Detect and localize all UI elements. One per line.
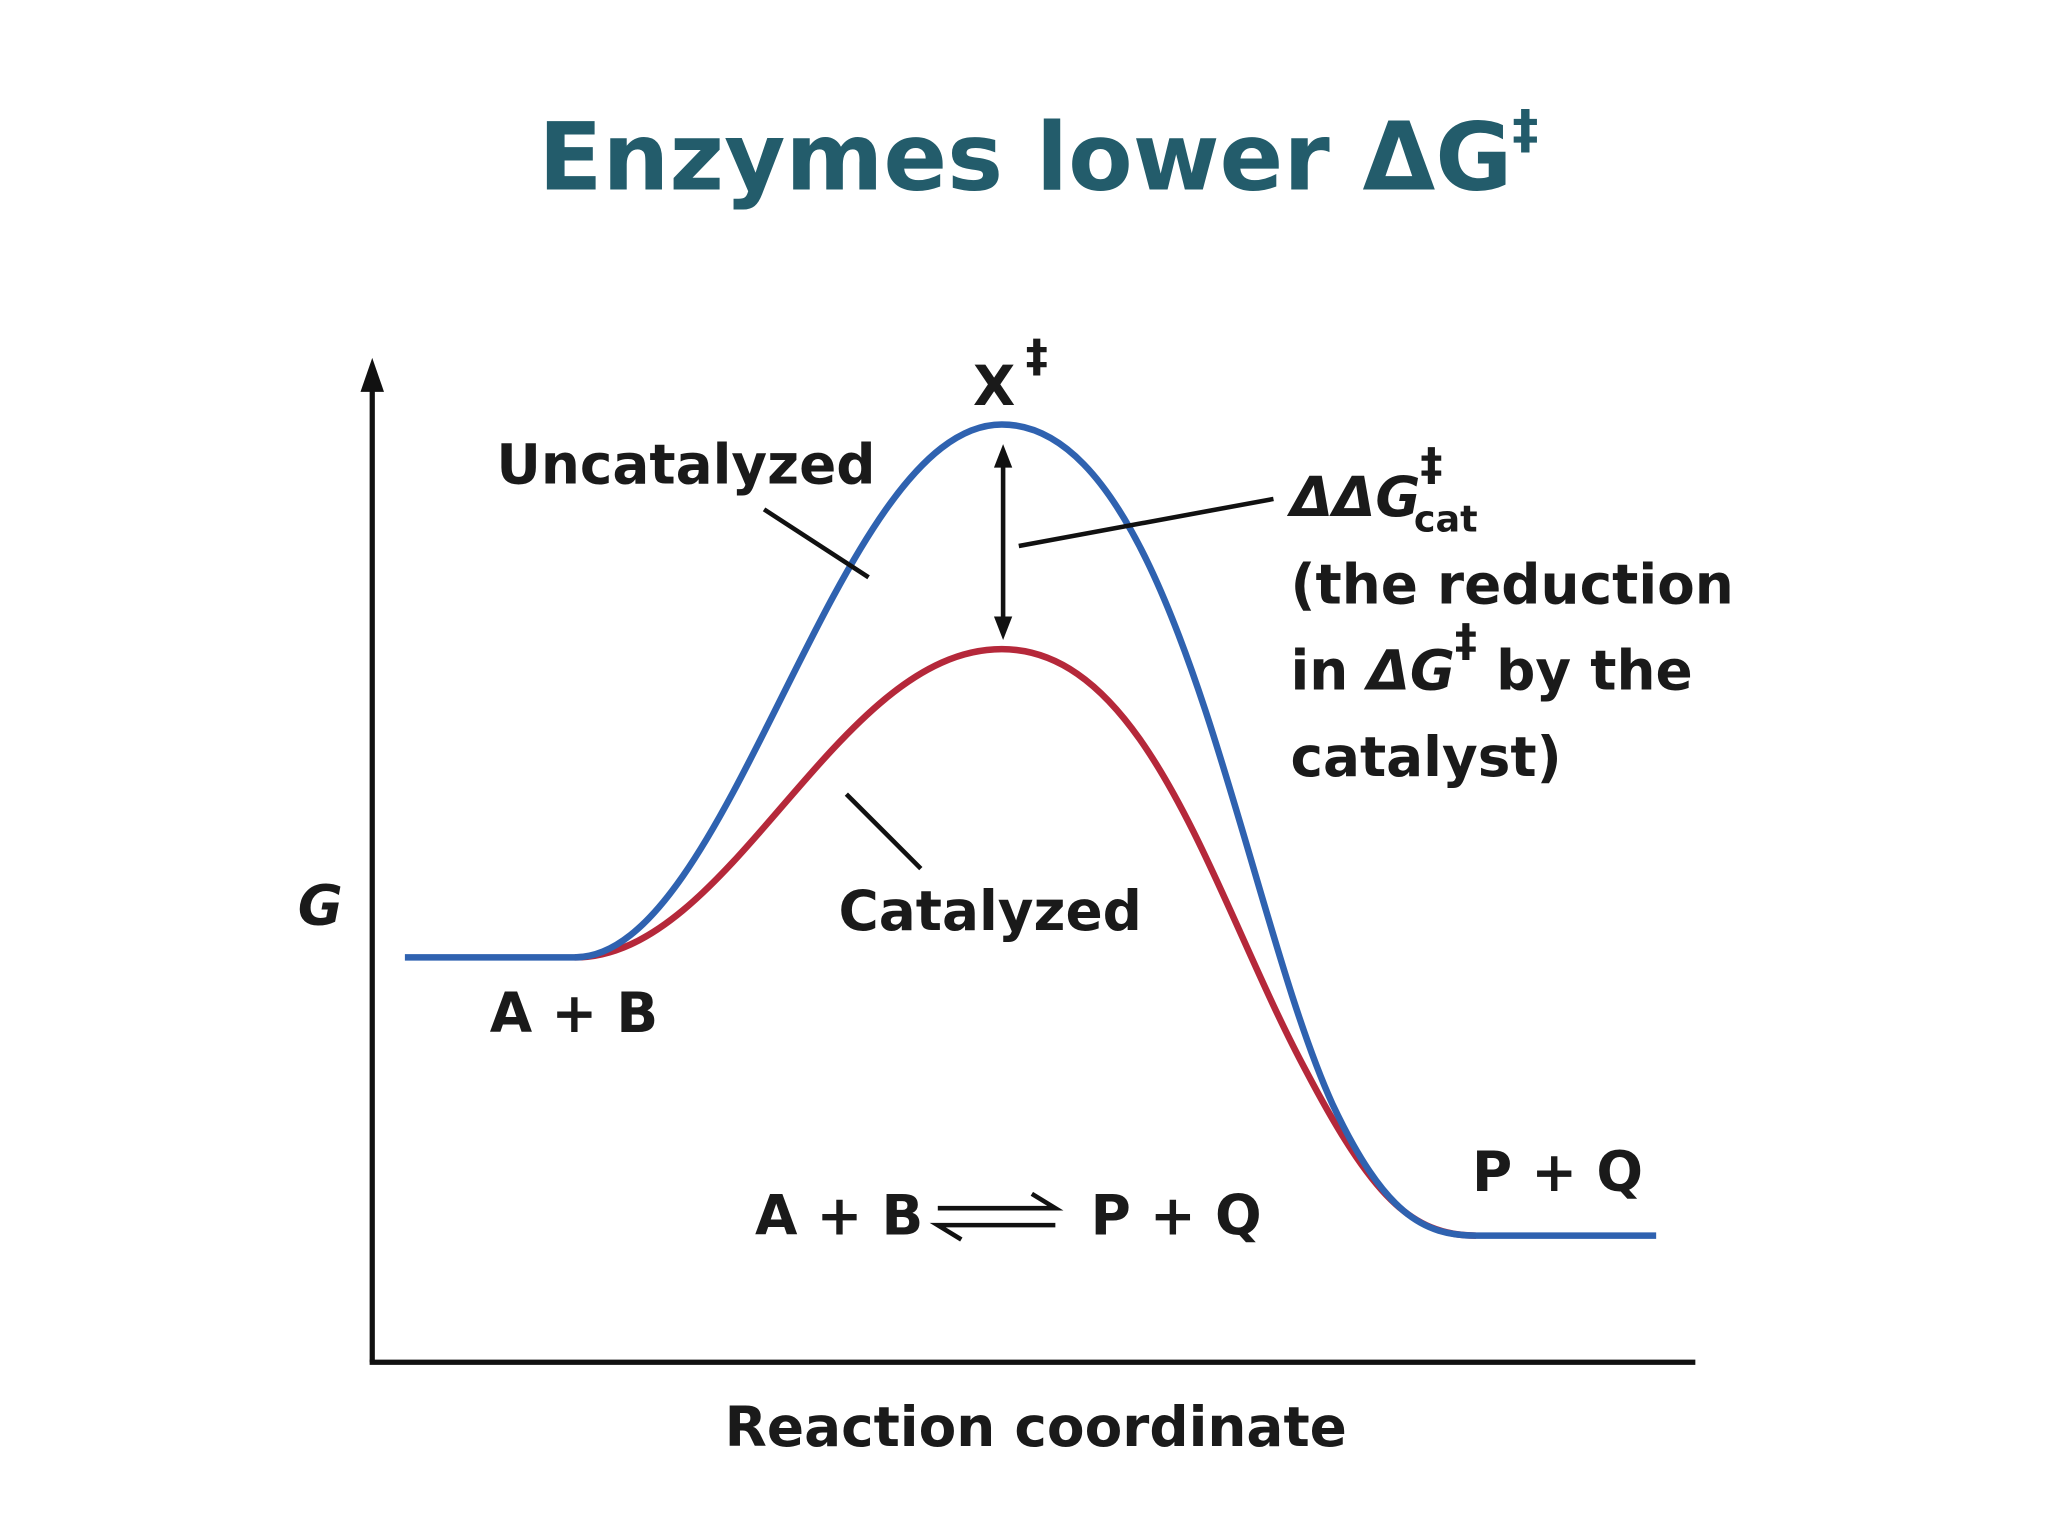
annotation-line-2: in ΔG‡ by the <box>1290 616 1692 703</box>
annotation-dg-sup: ‡ <box>1455 616 1477 667</box>
forward-arrow <box>937 1191 1064 1211</box>
catalyzed-label: Catalyzed <box>839 879 1142 943</box>
y-label: G <box>298 874 343 938</box>
title-text: Enzymes lower ΔG <box>538 103 1512 212</box>
catalyzed-pointer <box>844 792 923 871</box>
annotation-by-the: by the <box>1477 639 1693 703</box>
title: Enzymes lower ΔG‡ <box>538 101 1538 213</box>
reverse-arrow <box>929 1222 1056 1242</box>
delta-arrowhead-up <box>993 444 1013 468</box>
annotation-in: in <box>1290 639 1367 703</box>
x-label: Reaction coordinate <box>725 1395 1347 1459</box>
ddg-sup: ‡ <box>1420 439 1442 490</box>
equation-left: A + B <box>755 1183 923 1247</box>
transition-state: X ‡ <box>973 331 1048 418</box>
annotation-line-3: catalyst) <box>1290 725 1561 789</box>
annotation-symbol: ΔΔG‡ cat <box>1286 439 1477 540</box>
equilibrium-arrows <box>929 1191 1064 1242</box>
products-label: P + Q <box>1472 1140 1643 1204</box>
title-sup: ‡ <box>1512 101 1538 161</box>
annotation-dg: ΔG <box>1363 639 1454 703</box>
ddg-sub: cat <box>1414 498 1478 541</box>
uncatalyzed-pointer <box>762 507 870 580</box>
y-arrowhead <box>360 357 384 392</box>
reactants-label: A + B <box>490 981 658 1045</box>
ts-sup: ‡ <box>1026 331 1048 382</box>
annotation-pointer <box>1018 496 1274 549</box>
uncatalyzed-label: Uncatalyzed <box>496 432 875 496</box>
equation-right: P + Q <box>1091 1183 1262 1247</box>
uncatalyzed-curve <box>404 421 1657 1239</box>
ts-text: X <box>973 354 1015 418</box>
ddg-text: ΔΔG <box>1286 465 1420 529</box>
delta-arrowhead-down <box>993 616 1013 640</box>
axes <box>369 378 1696 1365</box>
annotation-line-1: (the reduction <box>1290 552 1733 616</box>
